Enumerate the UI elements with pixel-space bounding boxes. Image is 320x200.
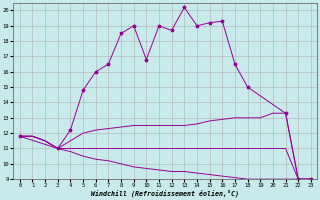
X-axis label: Windchill (Refroidissement éolien,°C): Windchill (Refroidissement éolien,°C) <box>91 190 239 197</box>
